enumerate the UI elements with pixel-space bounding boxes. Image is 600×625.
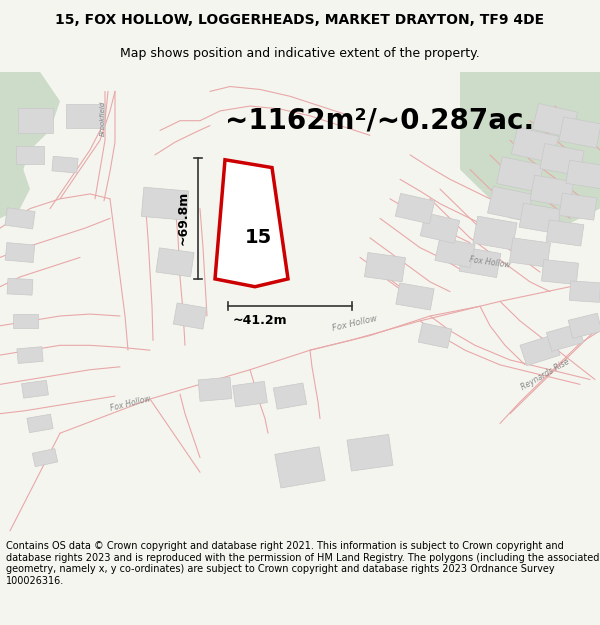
Polygon shape [435, 238, 475, 268]
Text: ~1162m²/~0.287ac.: ~1162m²/~0.287ac. [225, 107, 534, 135]
Polygon shape [541, 259, 578, 284]
Polygon shape [17, 109, 53, 133]
Text: Brookfield: Brookfield [100, 101, 106, 136]
Text: 15: 15 [244, 228, 272, 248]
Polygon shape [0, 72, 60, 189]
Polygon shape [540, 144, 584, 176]
Polygon shape [22, 380, 49, 398]
Polygon shape [420, 213, 460, 243]
Polygon shape [566, 160, 600, 189]
Polygon shape [364, 253, 406, 282]
Polygon shape [396, 283, 434, 310]
Polygon shape [532, 104, 578, 138]
Text: Fox Hollow: Fox Hollow [109, 394, 151, 413]
Polygon shape [52, 156, 78, 173]
Polygon shape [156, 248, 194, 277]
Polygon shape [460, 72, 600, 199]
Polygon shape [497, 157, 544, 192]
Polygon shape [568, 313, 600, 338]
Polygon shape [418, 323, 452, 348]
Text: Fox Hollow: Fox Hollow [332, 314, 379, 333]
Text: 15, FOX HOLLOW, LOGGERHEADS, MARKET DRAYTON, TF9 4DE: 15, FOX HOLLOW, LOGGERHEADS, MARKET DRAY… [55, 13, 545, 27]
Polygon shape [5, 242, 35, 262]
Text: Contains OS data © Crown copyright and database right 2021. This information is : Contains OS data © Crown copyright and d… [6, 541, 599, 586]
Polygon shape [275, 447, 325, 488]
Polygon shape [569, 281, 600, 302]
Polygon shape [274, 383, 307, 409]
Polygon shape [520, 335, 560, 366]
Polygon shape [173, 303, 206, 329]
Polygon shape [511, 127, 559, 163]
Polygon shape [13, 314, 37, 328]
Polygon shape [32, 449, 58, 467]
Polygon shape [16, 146, 44, 164]
Polygon shape [5, 208, 35, 229]
Text: Fox Hollow: Fox Hollow [469, 255, 511, 269]
Polygon shape [546, 220, 584, 246]
Polygon shape [198, 378, 232, 401]
Polygon shape [559, 193, 597, 220]
Polygon shape [530, 175, 574, 207]
Polygon shape [488, 186, 532, 221]
Polygon shape [141, 188, 189, 220]
Text: Map shows position and indicative extent of the property.: Map shows position and indicative extent… [120, 47, 480, 60]
Polygon shape [509, 238, 551, 268]
Text: ~41.2m: ~41.2m [233, 314, 287, 327]
Polygon shape [473, 216, 517, 250]
Polygon shape [347, 434, 393, 471]
Text: Reynards Rise: Reynards Rise [519, 357, 571, 392]
Text: ~69.8m: ~69.8m [177, 191, 190, 246]
Polygon shape [559, 117, 600, 148]
Polygon shape [7, 278, 33, 295]
Polygon shape [215, 160, 288, 287]
Polygon shape [66, 104, 104, 128]
Polygon shape [395, 193, 435, 224]
Polygon shape [480, 179, 600, 228]
Polygon shape [519, 203, 561, 234]
Polygon shape [459, 247, 501, 278]
Polygon shape [233, 381, 268, 407]
Polygon shape [17, 347, 43, 364]
Polygon shape [27, 414, 53, 432]
Polygon shape [547, 324, 584, 351]
Polygon shape [0, 160, 30, 218]
